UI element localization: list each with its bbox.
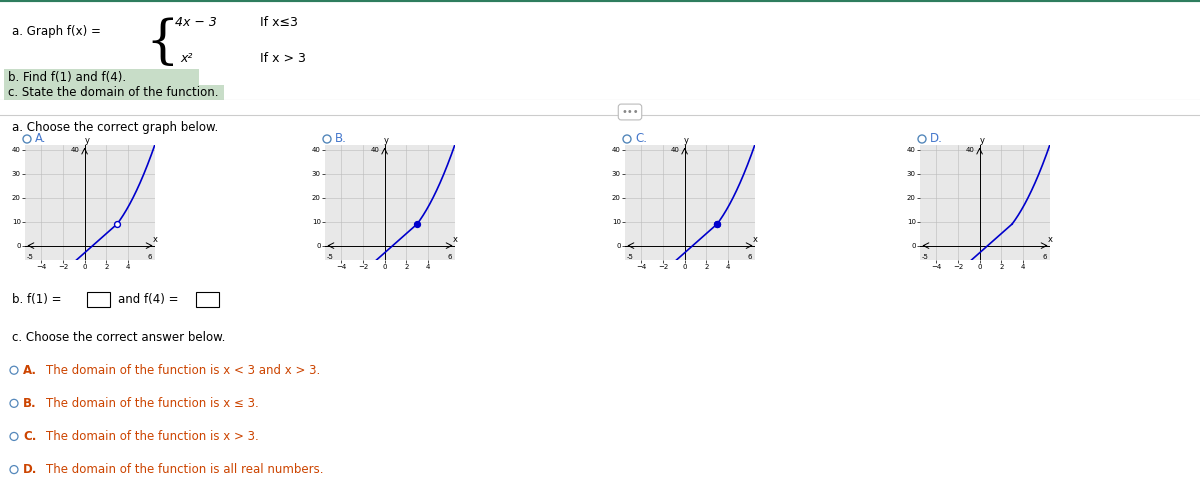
Text: a. Choose the correct graph below.: a. Choose the correct graph below. [12, 120, 218, 134]
Text: 40: 40 [671, 147, 679, 153]
Text: 4x − 3: 4x − 3 [175, 15, 217, 28]
Text: b. f(1) =: b. f(1) = [12, 294, 61, 307]
Text: -5: -5 [626, 254, 634, 260]
Text: The domain of the function is x < 3 and x > 3.: The domain of the function is x < 3 and … [46, 364, 320, 377]
Text: 40: 40 [71, 147, 79, 153]
Text: The domain of the function is all real numbers.: The domain of the function is all real n… [46, 463, 324, 476]
FancyBboxPatch shape [86, 293, 109, 308]
Text: c. State the domain of the function.: c. State the domain of the function. [8, 86, 218, 99]
Point [708, 220, 727, 228]
Text: B.: B. [335, 133, 347, 146]
Text: If x > 3: If x > 3 [260, 52, 306, 65]
Text: x²: x² [180, 52, 192, 65]
Text: 6: 6 [148, 254, 152, 260]
Text: 40: 40 [371, 147, 379, 153]
Text: {: { [145, 16, 179, 67]
Text: 6: 6 [1043, 254, 1046, 260]
Text: y: y [84, 136, 89, 145]
Text: The domain of the function is x ≤ 3.: The domain of the function is x ≤ 3. [46, 397, 259, 410]
Text: D.: D. [23, 463, 37, 476]
Text: A.: A. [23, 364, 37, 377]
Bar [4, 85, 224, 100]
Text: C.: C. [635, 133, 647, 146]
Text: 6: 6 [748, 254, 752, 260]
Point [108, 220, 127, 228]
Text: a. Graph f(x) =: a. Graph f(x) = [12, 26, 101, 39]
Text: x: x [452, 235, 457, 244]
Text: y: y [684, 136, 689, 145]
FancyBboxPatch shape [196, 293, 218, 308]
Text: x: x [752, 235, 757, 244]
Text: -5: -5 [26, 254, 34, 260]
Text: C.: C. [23, 430, 36, 443]
Bar [4, 69, 199, 85]
Text: -5: -5 [326, 254, 334, 260]
Text: y: y [384, 136, 389, 145]
Text: 6: 6 [448, 254, 452, 260]
Text: and f(4) =: and f(4) = [118, 294, 179, 307]
Text: x: x [1048, 235, 1052, 244]
Text: A.: A. [35, 133, 47, 146]
Text: •••: ••• [622, 107, 638, 117]
Text: D.: D. [930, 133, 943, 146]
Text: -5: -5 [922, 254, 929, 260]
Text: B.: B. [23, 397, 37, 410]
Text: b. Find f(1) and f(4).: b. Find f(1) and f(4). [8, 70, 126, 83]
Text: c. Choose the correct answer below.: c. Choose the correct answer below. [12, 331, 226, 344]
Point [408, 220, 427, 228]
Point [708, 220, 727, 228]
Text: The domain of the function is x > 3.: The domain of the function is x > 3. [46, 430, 259, 443]
Text: If x≤3: If x≤3 [260, 15, 298, 28]
Text: y: y [979, 136, 984, 145]
Text: 40: 40 [965, 147, 974, 153]
Text: x: x [152, 235, 157, 244]
